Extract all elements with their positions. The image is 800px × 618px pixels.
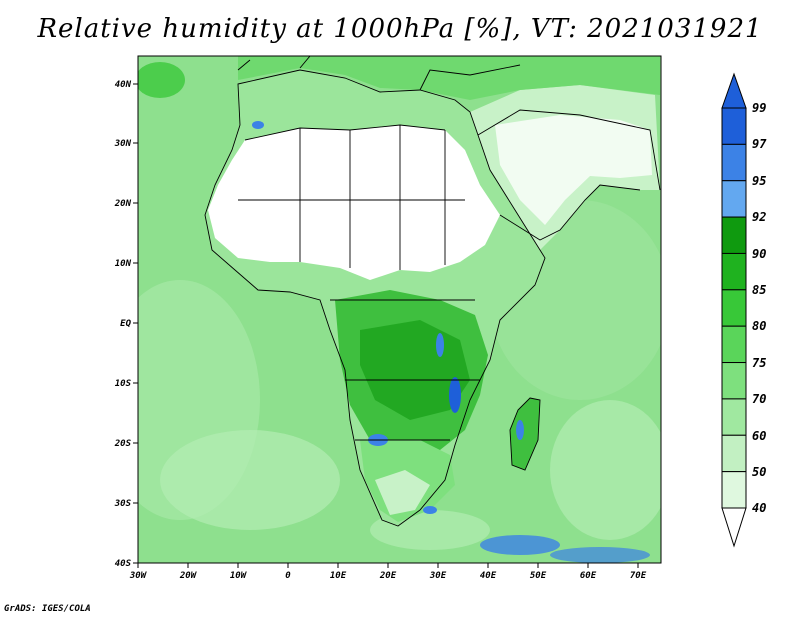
colorbar-box	[721, 325, 747, 364]
lon-label-20e: 20E	[379, 571, 397, 581]
colorbar-box	[721, 362, 747, 400]
lat-label-10s: 10S	[115, 379, 132, 389]
colorbar-top-arrow	[721, 72, 747, 109]
colorbar-label-95: 95	[752, 174, 766, 188]
lon-label-10w: 10W	[230, 571, 248, 581]
humidity-field	[138, 56, 661, 563]
colorbar-label-60: 60	[752, 429, 766, 443]
colorbar-label-40: 40	[752, 501, 766, 515]
colorbar-box	[721, 398, 747, 436]
grads-credit: GrADS: IGES/COLA	[4, 604, 91, 614]
lon-label-20w: 20W	[179, 571, 198, 581]
coastlines	[204, 56, 661, 527]
lon-label-70e: 70E	[630, 571, 647, 581]
map-frame	[137, 55, 662, 564]
lat-label-10n: 10N	[115, 259, 132, 269]
colorbar-label-75: 75	[752, 356, 766, 370]
longitude-axis: 30W 20W 10W 0 10E 20E 30E 40E 50E 60E 70…	[129, 563, 647, 581]
sahara-dry-area	[208, 125, 500, 280]
lat-label-40s: 40S	[115, 559, 132, 569]
lat-label-30n: 30N	[114, 139, 132, 149]
colorbar-label-90: 90	[752, 247, 766, 261]
lon-label-40e: 40E	[480, 571, 497, 581]
colorbar-bottom-arrow	[721, 507, 747, 548]
lat-label-eq: EQ	[120, 319, 131, 329]
chart-title: Relative humidity at 1000hPa [%], VT: 20…	[37, 14, 763, 44]
colorbar-box	[721, 216, 747, 254]
colorbar-box	[721, 434, 747, 473]
lon-label-30w: 30W	[129, 571, 148, 581]
colorbar-box	[721, 143, 747, 182]
lon-label-50e: 50E	[530, 571, 547, 581]
colorbar-box	[721, 107, 747, 145]
lat-label-40n: 40N	[115, 80, 132, 90]
lon-label-30e: 30E	[429, 571, 447, 581]
colorbar-label-85: 85	[752, 283, 766, 297]
lat-label-20s: 20S	[114, 439, 132, 449]
colorbar-label-70: 70	[752, 392, 766, 406]
lon-label-10e: 10E	[330, 571, 347, 581]
colorbar-box	[721, 471, 747, 509]
colorbar-label-92: 92	[752, 210, 766, 224]
lon-label-60e: 60E	[580, 571, 597, 581]
colorbar-label-80: 80	[752, 319, 766, 333]
lon-label-0: 0	[285, 571, 291, 581]
lat-label-20n: 20N	[114, 199, 132, 209]
colorbar-box	[721, 252, 747, 291]
latitude-axis: 40N 30N 20N 10N EQ 10S 20S 30S 40S	[114, 80, 138, 569]
colorbar-label-97: 97	[752, 137, 767, 151]
lat-label-30s: 30S	[114, 499, 132, 509]
colorbar-box	[721, 289, 747, 327]
colorbar: 99 97 95 92 90 85 80 75 70 60 50 40	[721, 72, 767, 548]
colorbar-label-50: 50	[752, 465, 766, 479]
colorbar-label-99: 99	[752, 101, 766, 115]
colorbar-box	[721, 180, 747, 218]
